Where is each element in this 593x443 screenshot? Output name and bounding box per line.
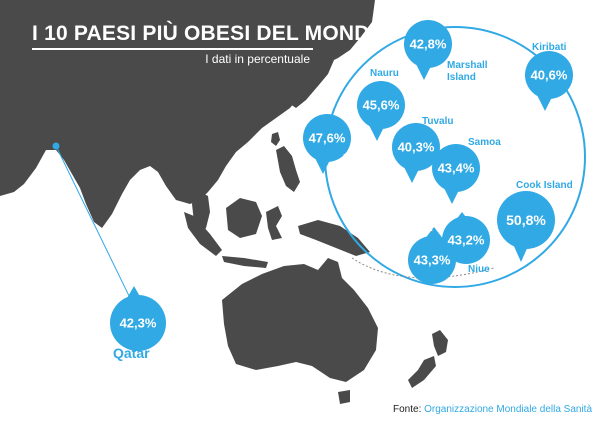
bubble-qatar — [110, 286, 166, 351]
label-niue: Niue — [468, 264, 490, 275]
bubble-tuvalu — [392, 123, 440, 183]
value-tuvalu: 40,3% — [397, 139, 435, 155]
map-title: I 10 PAESI PIÙ OBESI DEL MONDO — [32, 22, 387, 45]
value-tonga: 43,3% — [413, 252, 451, 268]
value-palau: 47,6% — [308, 130, 346, 146]
label-tonga: Tonga — [403, 223, 433, 234]
label-palau: Palau — [343, 153, 370, 164]
land-philippines — [276, 146, 300, 192]
land-eurasia — [0, 0, 375, 228]
label-tuvalu: Tuvalu — [422, 116, 454, 127]
pacific-dashed-arc — [351, 257, 495, 279]
title-underline — [32, 48, 313, 50]
qatar-connector-line — [55, 145, 133, 303]
land-australia — [222, 258, 378, 382]
value-nauru: 45,6% — [362, 97, 400, 113]
source-note: Fonte: Organizzazione Mondiale della San… — [393, 404, 592, 415]
land-new-zealand-north — [432, 330, 448, 356]
label-nauru: Nauru — [370, 68, 399, 79]
bubble-palau — [303, 114, 351, 174]
land-sulawesi — [266, 206, 282, 240]
label-marshall-island: Marshall Island — [447, 60, 488, 83]
label-qatar: Qatar — [113, 345, 150, 361]
value-samoa: 43,4% — [437, 160, 475, 176]
land-new-guinea — [298, 220, 370, 256]
source-prefix: Fonte: — [393, 404, 422, 415]
land-java — [222, 256, 268, 268]
value-kiribati: 40,6% — [530, 67, 568, 83]
map-subtitle: I dati in percentuale — [205, 52, 310, 66]
land-sumatra — [184, 212, 222, 256]
bubble-nauru — [357, 81, 405, 141]
value-marshall-island: 42,8% — [409, 36, 447, 52]
bubble-kiribati — [525, 51, 573, 111]
land-new-zealand-south — [408, 356, 436, 388]
land-taiwan — [271, 132, 280, 146]
land-borneo — [226, 198, 262, 238]
bubble-samoa — [432, 144, 480, 204]
label-samoa: Samoa — [468, 137, 501, 148]
bubble-cook-island — [497, 191, 555, 262]
land-japan — [290, 52, 334, 108]
source-organization: Organizzazione Mondiale della Sanità — [424, 404, 593, 415]
bubble-tonga — [408, 227, 456, 284]
bubble-marshall-island — [404, 20, 452, 80]
label-cook-island: Cook Island — [516, 180, 573, 191]
label-kiribati: Kiribati — [532, 42, 567, 53]
value-cook-island: 50,8% — [506, 212, 546, 228]
land-tasmania — [338, 390, 350, 404]
value-qatar: 42,3% — [119, 315, 157, 331]
qatar-marker — [52, 142, 60, 150]
value-niue: 43,2% — [447, 232, 485, 248]
